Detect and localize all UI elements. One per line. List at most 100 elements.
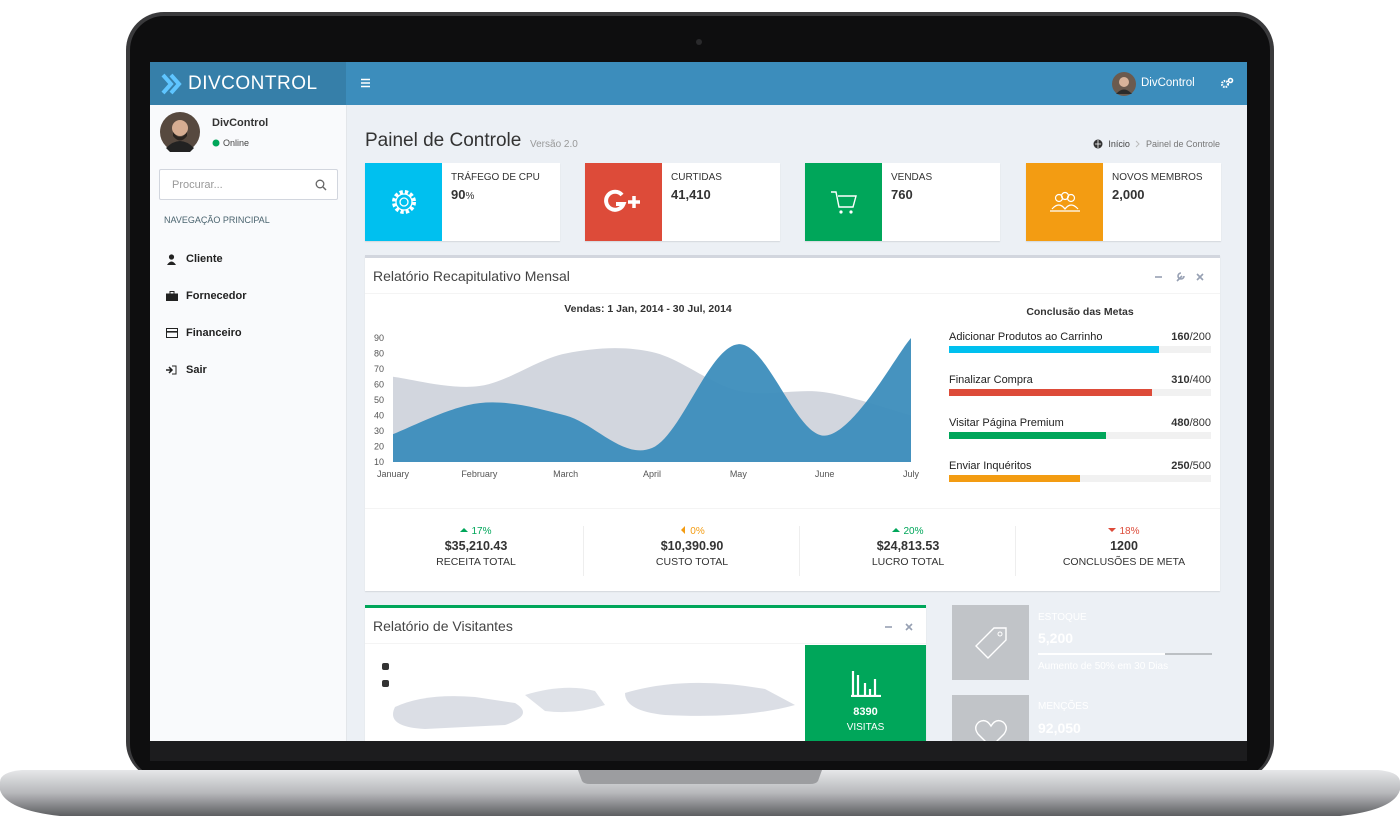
- icon-circle: [172, 120, 188, 136]
- close-button[interactable]: [1196, 273, 1204, 281]
- goal-label: Finalizar Compra: [949, 374, 1033, 386]
- menu-toggle[interactable]: [361, 78, 371, 88]
- x-tick-label: March: [553, 469, 578, 479]
- info-box-value: 2,000: [1112, 187, 1145, 202]
- info-box-value: 760: [891, 187, 913, 202]
- close-button[interactable]: [905, 623, 913, 631]
- world-map: [382, 663, 795, 729]
- brand-bar: DIVCONTROL: [150, 62, 346, 105]
- page-subtitle: Versão 2.0: [530, 139, 578, 150]
- menu-icon: [166, 328, 178, 338]
- y-tick-label: 70: [374, 364, 384, 374]
- box-header-border: [365, 643, 926, 644]
- nav-user[interactable]: DivControl: [1141, 77, 1195, 89]
- search-icon[interactable]: [315, 179, 327, 191]
- icon-circle: [848, 210, 853, 214]
- area-chart: Vendas: 1 Jan, 2014 - 30 Jul, 2014 10 20 3…: [374, 303, 919, 479]
- caret-shape: [460, 528, 469, 532]
- menu-item[interactable]: Cliente: [166, 251, 223, 267]
- info-box-icon: [585, 163, 662, 241]
- laptop-base: [0, 770, 1400, 816]
- icon-circle: [212, 139, 220, 147]
- brand-logo: [161, 73, 182, 95]
- goal-bar: [949, 475, 1080, 482]
- y-tick-label: 80: [374, 349, 384, 359]
- status-dot: [212, 139, 220, 147]
- icon-circle: [1227, 77, 1234, 84]
- info-box-value: 41,410: [671, 187, 711, 202]
- caret-shape: [681, 526, 686, 534]
- stat-change: 20%: [801, 526, 1015, 537]
- info-box: NOVOS MEMBROS 2,000: [1026, 163, 1221, 241]
- icon-svg: [166, 365, 177, 375]
- breadcrumb-item[interactable]: Início: [1108, 139, 1130, 149]
- side-box-value: 5,200: [1038, 630, 1074, 646]
- visits-value: 8390: [853, 706, 878, 718]
- icon-path: [975, 719, 1007, 741]
- y-tick-label: 10: [374, 457, 384, 467]
- brand-name: DIVCONTROL: [188, 73, 318, 94]
- goals-title: Conclusão das Metas: [1026, 306, 1134, 318]
- menu-item[interactable]: Financeiro: [166, 325, 242, 341]
- chart-title: Vendas: 1 Jan, 2014 - 30 Jul, 2014: [564, 303, 732, 315]
- land: [625, 682, 795, 716]
- icon-rect: [166, 293, 178, 301]
- breadcrumb-separator: [1135, 140, 1140, 148]
- search-box[interactable]: Procurar...: [159, 169, 338, 200]
- goal-max: /800: [1189, 417, 1211, 429]
- goal-bar: [949, 346, 1159, 353]
- goal-track: [949, 389, 1211, 396]
- mentions-box: MENÇÕES 92,050: [952, 695, 1220, 741]
- stat-change-text: 20%: [903, 526, 924, 537]
- icon-path: [830, 191, 857, 208]
- box-tools: [1155, 272, 1204, 282]
- icon-svg: [166, 328, 178, 338]
- icon-path: [603, 189, 626, 212]
- icon-path: [851, 671, 881, 697]
- zoom-out[interactable]: [382, 680, 389, 687]
- visits-label: VISITAS: [846, 722, 885, 733]
- box-tools: [885, 623, 913, 631]
- x-tick-label: February: [461, 469, 498, 479]
- visits-icon: [851, 671, 881, 697]
- screen-chin: [150, 741, 1247, 761]
- breadcrumb-item: Painel de Controle: [1145, 139, 1220, 149]
- menu-item[interactable]: Fornecedor: [166, 288, 247, 304]
- menu-label: Cliente: [186, 253, 223, 265]
- icon-path: [1116, 89, 1132, 94]
- menu-label: Financeiro: [186, 327, 242, 339]
- land: [393, 696, 523, 729]
- icon-circle: [398, 197, 409, 207]
- icon-path: [1095, 140, 1102, 148]
- heart-icon: [975, 719, 1007, 741]
- stat-value: 1200: [1110, 539, 1138, 553]
- stat-change-text: 17%: [471, 526, 492, 537]
- info-box-label: TRÁFEGO DE CPU: [451, 172, 540, 183]
- stat-change: 18%: [1017, 526, 1231, 537]
- settings-icon[interactable]: [1220, 77, 1234, 89]
- stat-label: CUSTO TOTAL: [655, 556, 729, 568]
- icon-rect: [166, 331, 178, 333]
- stat: 20% $24,813.53 LUCRO TOTAL: [801, 526, 1015, 568]
- stat-change: 17%: [369, 526, 583, 537]
- goal-current: 310: [1171, 374, 1190, 386]
- laptop-notch: [578, 770, 822, 784]
- stat-change-text: 18%: [1119, 526, 1140, 537]
- goal-value: 160/200: [1065, 331, 1211, 343]
- stat-label: RECEITA TOTAL: [436, 556, 516, 568]
- icon-circle: [315, 179, 325, 189]
- info-box-number: 2,000: [1112, 187, 1145, 202]
- settings-button[interactable]: [1176, 272, 1185, 282]
- info-box-value: 90%: [451, 187, 474, 202]
- zoom-in[interactable]: [382, 663, 389, 670]
- menu-item[interactable]: Sair: [166, 362, 207, 378]
- info-box-number: 760: [891, 187, 913, 202]
- goal-bar: [949, 432, 1107, 439]
- icon-path: [166, 141, 194, 152]
- menu-icon: [166, 291, 178, 301]
- info-box-icon: [1026, 163, 1103, 241]
- y-tick-label: 60: [374, 380, 384, 390]
- icon-path: [361, 78, 370, 88]
- nav-avatar[interactable]: [1112, 72, 1136, 96]
